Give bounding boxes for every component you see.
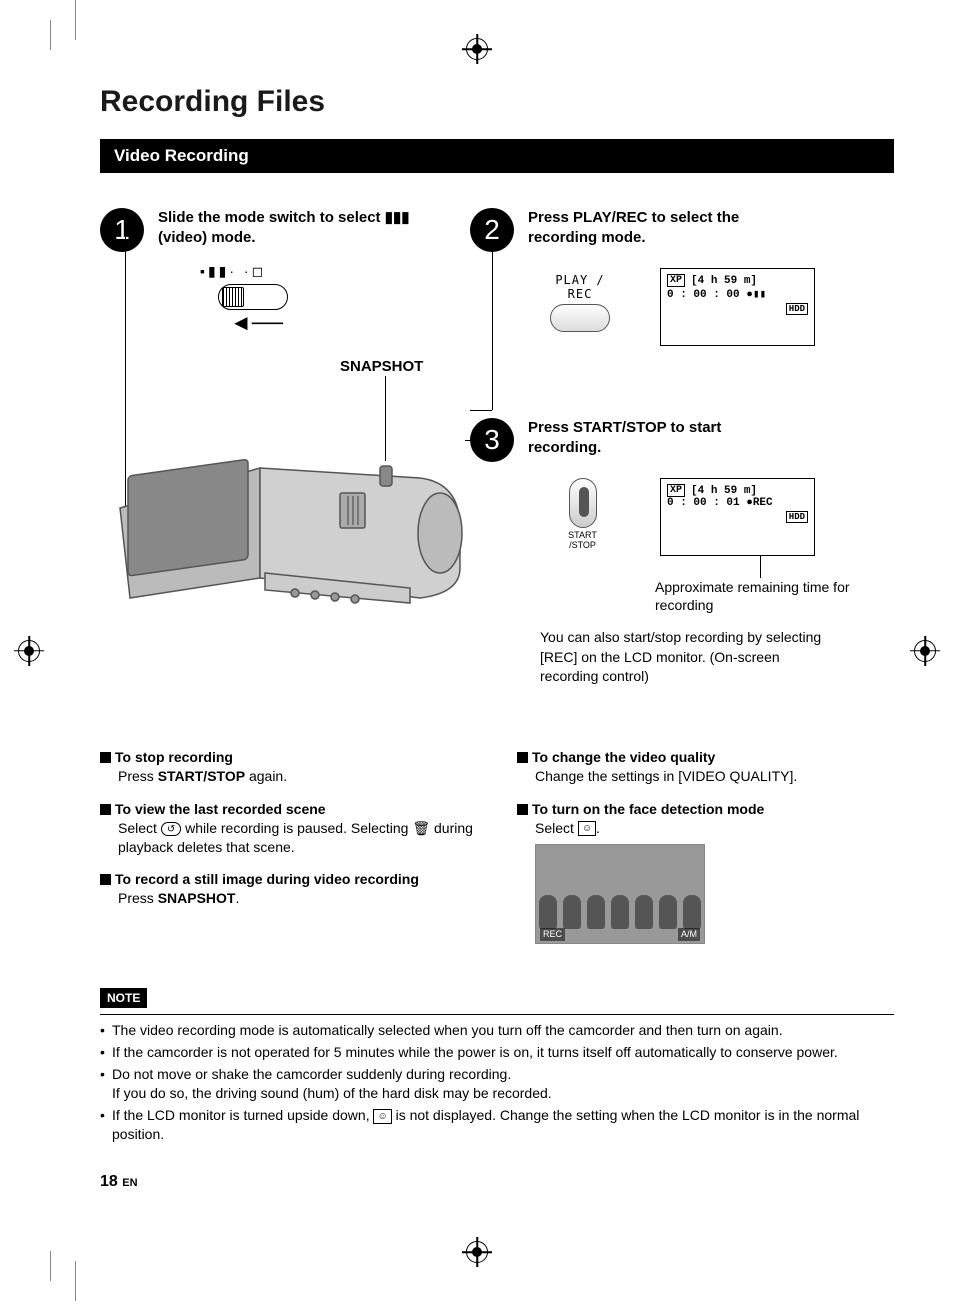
face-detection-sample-image: REC A/M xyxy=(535,844,705,944)
approx-callout-line xyxy=(760,556,761,578)
tip-body: Press SNAPSHOT. xyxy=(118,889,477,908)
mode-switch-graphic: ▪▮▮· ·◻ ◄── xyxy=(200,263,320,333)
step-2-text: Press PLAY/REC to select the recording m… xyxy=(528,208,788,252)
bullet-icon xyxy=(517,752,528,763)
page-content: Recording Files Video Recording 1 Slide … xyxy=(0,0,954,1301)
step-1: 1 Slide the mode switch to select ▮▮▮ (v… xyxy=(100,208,418,252)
tip-title: To record a still image during video rec… xyxy=(115,871,419,887)
lcd2-time-remaining: [4 h 59 m] xyxy=(691,485,757,497)
tip-video-quality: To change the video quality Change the s… xyxy=(517,748,894,786)
step-1-number: 1 xyxy=(100,208,144,252)
note-item: If the camcorder is not operated for 5 m… xyxy=(100,1043,894,1063)
callout-line-2 xyxy=(492,230,493,410)
video-mode-icon: ▮▮▮ xyxy=(385,209,410,226)
tip-stop-recording: To stop recording Press START/STOP again… xyxy=(100,748,477,786)
snapshot-label: SNAPSHOT xyxy=(340,358,423,375)
play-rec-label: PLAY / REC xyxy=(540,273,620,301)
note-item: Do not move or shake the camcorder sudde… xyxy=(100,1065,894,1104)
tip-face-detection: To turn on the face detection mode Selec… xyxy=(517,800,894,944)
face-detect-icon: ☺ xyxy=(373,1109,391,1124)
callout-line-2b xyxy=(470,410,492,411)
bullet-icon xyxy=(517,804,528,815)
trash-icon: 🗑 xyxy=(412,820,430,836)
bullet-icon xyxy=(100,874,111,885)
tip-title: To turn on the face detection mode xyxy=(532,801,764,817)
switch-arrow-icon: ◄── xyxy=(230,310,320,336)
tips-left-column: To stop recording Press START/STOP again… xyxy=(100,748,477,958)
page-num-value: 18 xyxy=(100,1173,118,1190)
lcd1-time-remaining: [4 h 59 m] xyxy=(691,275,757,287)
face-img-am-badge: A/M xyxy=(678,928,700,940)
switch-knob xyxy=(222,287,244,307)
tip-body: Press START/STOP again. xyxy=(118,767,477,786)
step-2: 2 Press PLAY/REC to select the recording… xyxy=(470,208,788,252)
face-img-rec-badge: REC xyxy=(540,928,565,940)
tips-right-column: To change the video quality Change the s… xyxy=(517,748,894,958)
bullet-icon xyxy=(100,804,111,815)
lcd2-counter: 0 : 00 : 01 xyxy=(667,497,740,509)
tip-view-last-scene: To view the last recorded scene Select ↺… xyxy=(100,800,477,857)
start-stop-label: START /STOP xyxy=(555,530,610,550)
note-list: The video recording mode is automaticall… xyxy=(100,1014,894,1145)
replay-icon: ↺ xyxy=(161,822,181,836)
lcd1-pause-icon: ●▮▮ xyxy=(746,289,766,301)
lcd1-counter: 0 : 00 : 00 xyxy=(667,289,740,301)
page-number: 18 EN xyxy=(100,1173,894,1191)
tip-title: To stop recording xyxy=(115,749,233,765)
play-rec-button-shape xyxy=(550,304,610,332)
lcd-screen-1: XP [4 h 59 m] 0 : 00 : 00 ●▮▮ HDD xyxy=(660,268,815,346)
lcd1-xp-badge: XP xyxy=(667,274,685,287)
step-1-text: Slide the mode switch to select ▮▮▮ (vid… xyxy=(158,208,418,252)
tip-title: To change the video quality xyxy=(532,749,715,765)
onscreen-rec-note: You can also start/stop recording by sel… xyxy=(540,628,840,687)
tip-body: Select ↺ while recording is paused. Sele… xyxy=(118,819,477,857)
page-lang: EN xyxy=(122,1177,137,1189)
approx-remaining-note: Approximate remaining time for recording xyxy=(655,578,855,614)
switch-body xyxy=(218,284,288,310)
page-title: Recording Files xyxy=(100,85,894,119)
start-stop-button-shape xyxy=(569,478,597,528)
lcd2-xp-badge: XP xyxy=(667,484,685,497)
switch-icons: ▪▮▮· ·◻ xyxy=(200,263,320,280)
tip-body: Change the settings in [VIDEO QUALITY]. xyxy=(535,767,894,786)
step-3: 3 Press START/STOP to start recording. xyxy=(470,418,788,462)
tips-section: To stop recording Press START/STOP again… xyxy=(100,748,894,958)
step-3-text: Press START/STOP to start recording. xyxy=(528,418,788,462)
play-rec-button-graphic: PLAY / REC xyxy=(540,273,620,335)
lcd1-hdd-badge: HDD xyxy=(786,303,808,315)
steps-diagram: 1 Slide the mode switch to select ▮▮▮ (v… xyxy=(100,208,894,728)
bullet-icon xyxy=(100,752,111,763)
tip-still-image: To record a still image during video rec… xyxy=(100,870,477,908)
lcd-screen-2: XP [4 h 59 m] 0 : 00 : 01 ●REC HDD xyxy=(660,478,815,556)
note-label: NOTE xyxy=(100,988,147,1009)
lcd2-hdd-badge: HDD xyxy=(786,511,808,523)
note-item: The video recording mode is automaticall… xyxy=(100,1021,894,1041)
note-item: If the LCD monitor is turned upside down… xyxy=(100,1106,894,1145)
step-1-text-b: (video) mode. xyxy=(158,229,256,246)
step-2-number: 2 xyxy=(470,208,514,252)
note-section: NOTE The video recording mode is automat… xyxy=(100,988,894,1145)
step-3-number: 3 xyxy=(470,418,514,462)
step-1-text-a: Slide the mode switch to select xyxy=(158,209,385,226)
lcd2-rec-status: ●REC xyxy=(746,497,772,509)
tip-body: Select ☺. xyxy=(535,819,894,838)
face-detect-icon: ☺ xyxy=(578,821,596,836)
section-header: Video Recording xyxy=(100,139,894,173)
camcorder-illustration xyxy=(100,398,470,638)
start-stop-button-graphic: START /STOP xyxy=(555,478,610,550)
tip-title: To view the last recorded scene xyxy=(115,801,326,817)
